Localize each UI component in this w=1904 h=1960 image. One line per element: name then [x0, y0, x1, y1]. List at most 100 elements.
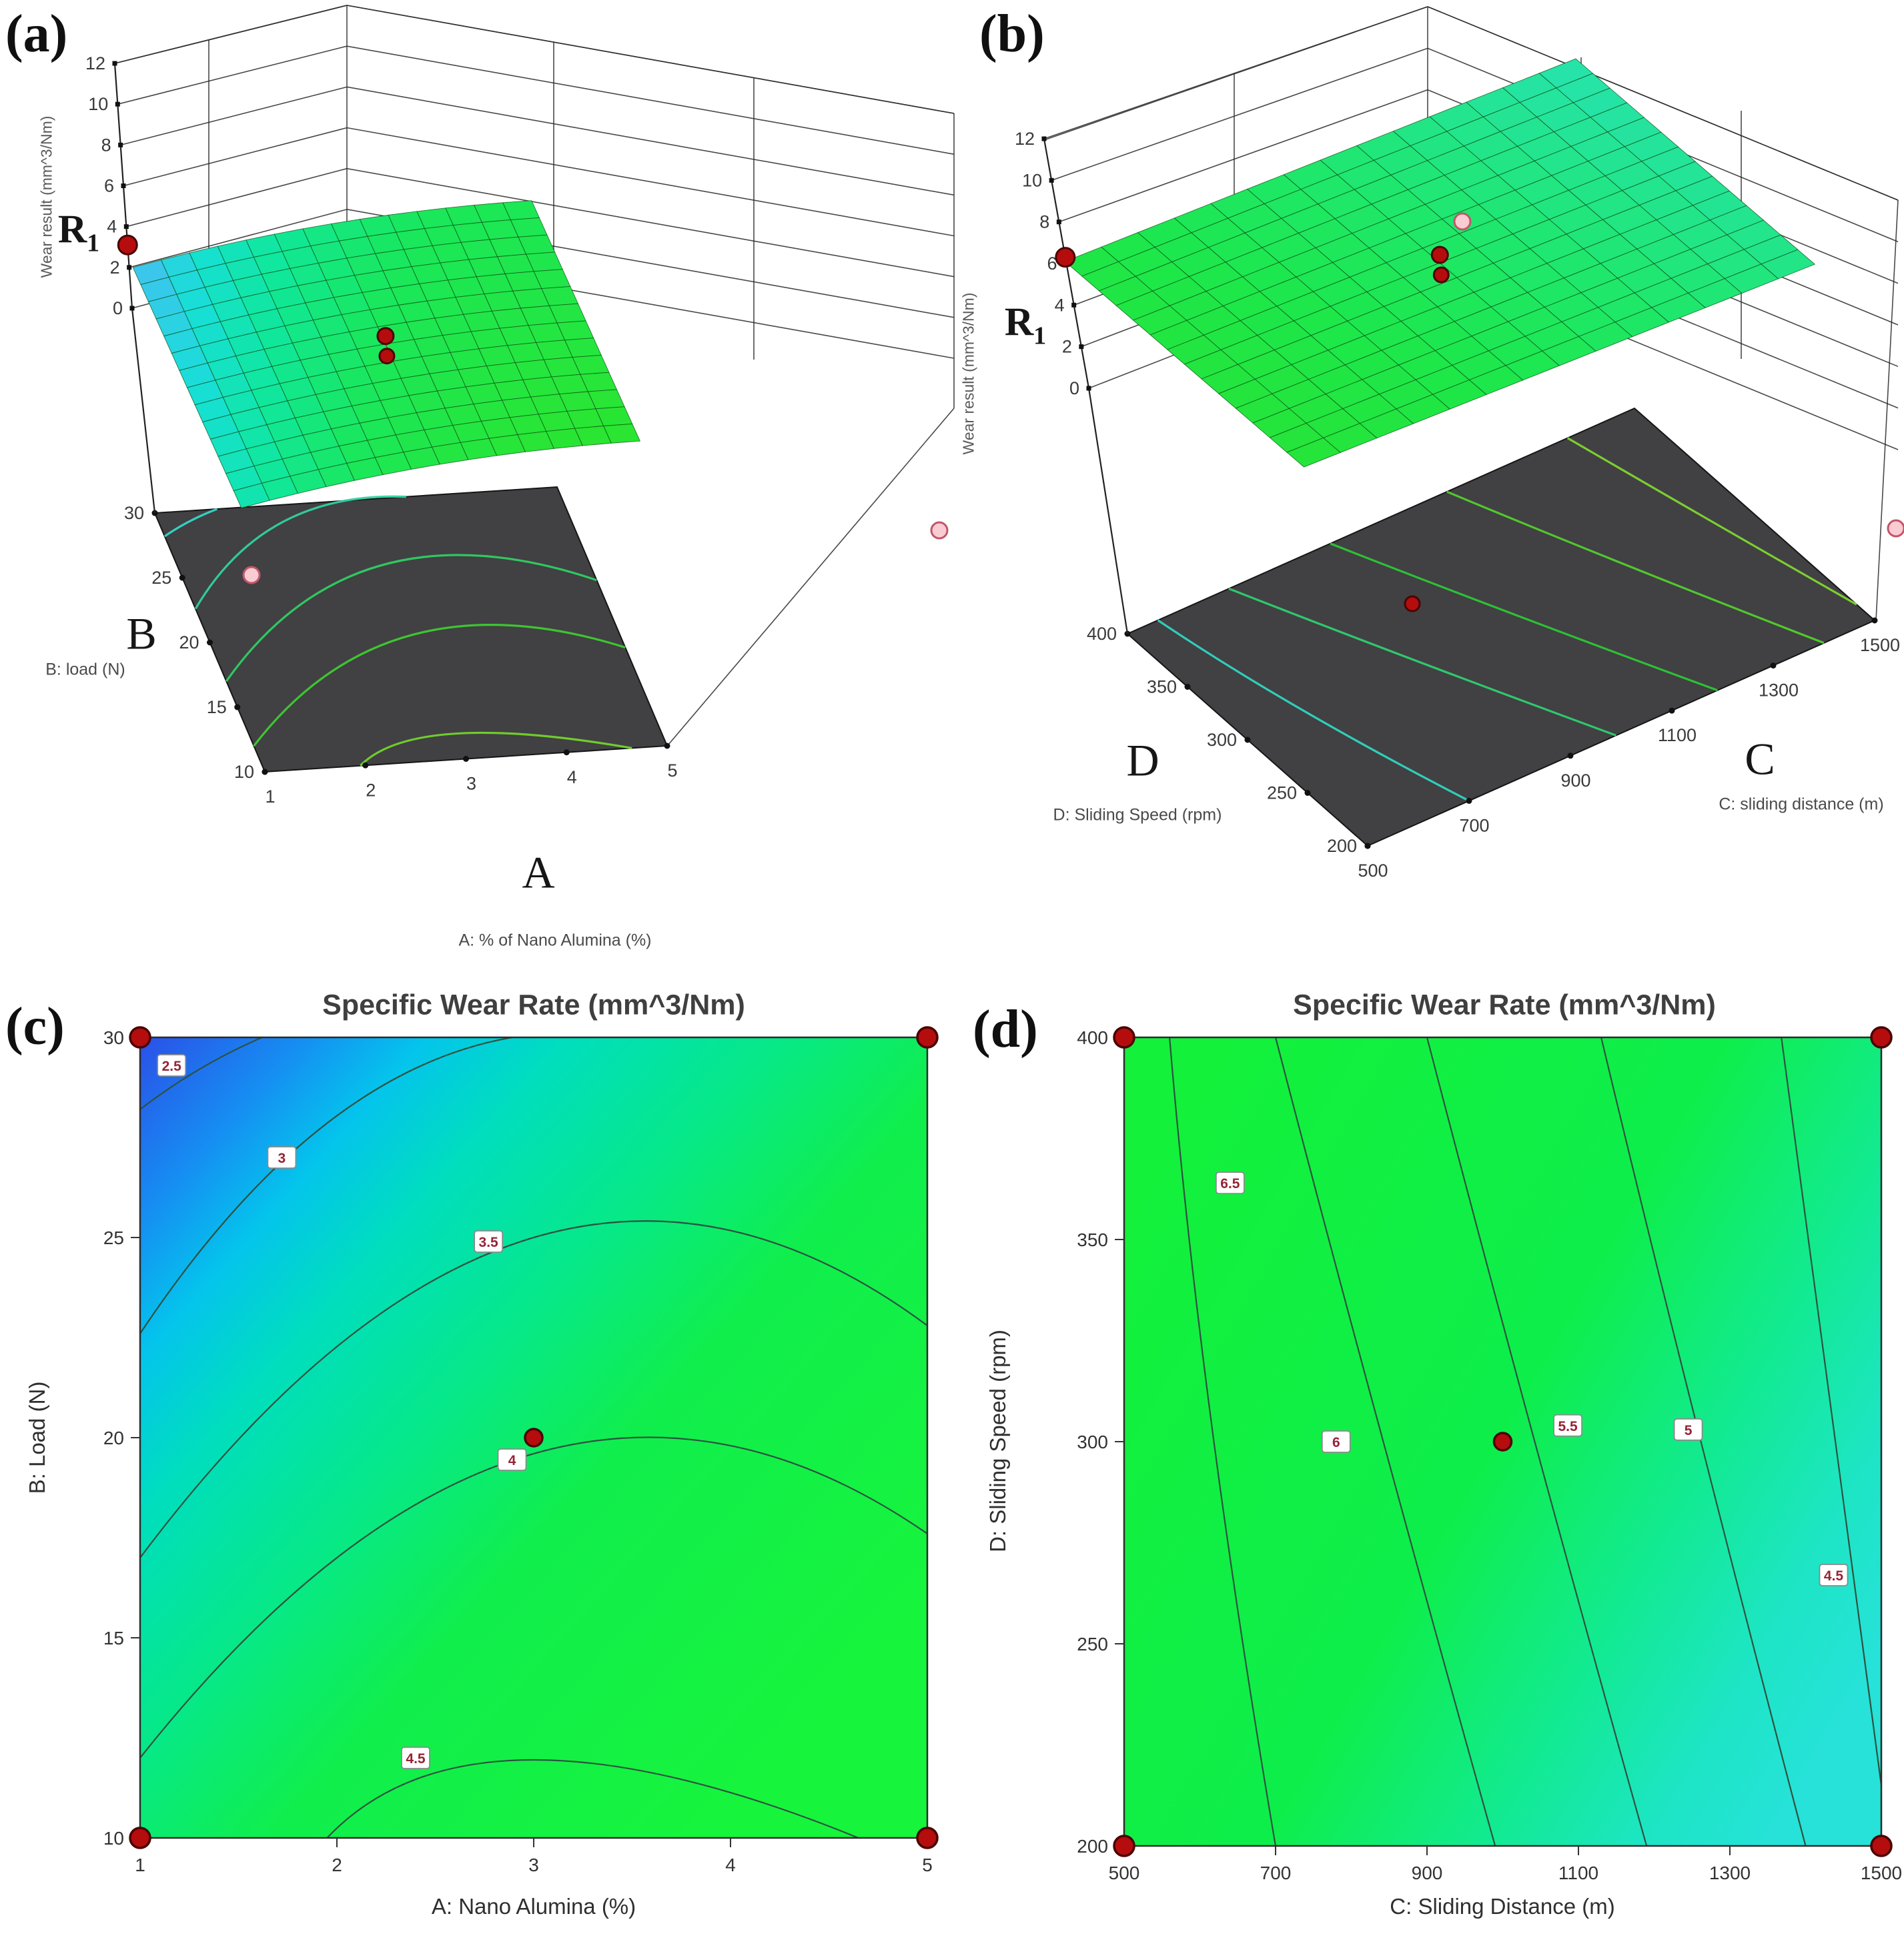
tick-label: 10 [234, 762, 254, 782]
tick-label: 200 [1077, 1836, 1108, 1857]
tick-mark [129, 306, 135, 311]
tick-label: 1 [265, 787, 275, 807]
tick-label: 900 [1412, 1863, 1443, 1883]
design-point [1404, 595, 1421, 612]
contour-line [140, 1037, 263, 1110]
contour-label-box [267, 1146, 297, 1169]
contour-label-box [1553, 1414, 1583, 1437]
panel-a-axis-letter-B: B [126, 608, 157, 659]
design-point-above-surface [242, 566, 261, 584]
contour-line [1426, 1037, 1648, 1846]
floor-contour-line [1157, 619, 1470, 802]
panel-a-floor [153, 486, 668, 773]
tick-mark [1244, 737, 1251, 743]
tick-label: 300 [1077, 1432, 1108, 1452]
tick-mark [234, 704, 241, 710]
panel-b-z-axis-title: Wear result (mm^3/Nm) [959, 292, 977, 455]
floor-contour-line [163, 508, 218, 538]
tick-label: 20 [103, 1428, 124, 1448]
contour-label-box [474, 1230, 504, 1253]
tick-label: 900 [1560, 771, 1590, 791]
floor-contour-line [1566, 437, 1857, 606]
tick-label: 250 [1077, 1634, 1108, 1654]
tick-label: 12 [85, 53, 105, 73]
tick-mark [463, 756, 469, 762]
tick-label: 8 [1039, 212, 1049, 232]
tick-mark [1184, 684, 1191, 690]
tick-label: 8 [101, 135, 111, 155]
design-point [129, 1026, 151, 1049]
contour-label: 6 [1332, 1435, 1340, 1450]
floor-contour-line [194, 495, 406, 610]
panel-b-z-axis: 12 10 8 6 4 2 0 [1015, 129, 1129, 634]
panel-a-z-axis: 12 10 8 6 4 2 0 [85, 53, 156, 514]
tick-label: 500 [1358, 861, 1388, 881]
panel-b-axis-letter-D: D [1126, 734, 1159, 786]
design-point [1113, 1026, 1135, 1049]
tick-label: 4 [567, 767, 577, 787]
panel-d-axes: 500 700 900 1100 1300 1500 200 250 300 350 400 [1077, 1027, 1902, 1883]
design-point-above-surface [930, 521, 949, 540]
tick-mark [115, 101, 120, 107]
design-point-above-surface [1453, 212, 1472, 231]
tick-mark [1871, 617, 1878, 624]
tick-mark [1770, 662, 1777, 669]
contour-label: 6.5 [1220, 1176, 1240, 1191]
floor-contour-line [1446, 490, 1825, 644]
design-point [1432, 266, 1450, 284]
panel-d-design-points [1113, 1026, 1893, 1857]
tick-label: 30 [103, 1027, 124, 1048]
tick-mark [1071, 302, 1077, 308]
panel-c-contour-lines [140, 1037, 927, 1838]
contour-label-box [1216, 1171, 1245, 1195]
contour-label: 4.5 [1824, 1568, 1844, 1584]
contour-label-box [1673, 1418, 1703, 1441]
tick-label: 350 [1077, 1230, 1108, 1250]
tick-label: 10 [103, 1828, 124, 1849]
tick-label: 4 [107, 217, 117, 237]
tick-label: 300 [1207, 730, 1237, 750]
panel-d-tag: (d) [973, 1000, 1038, 1059]
tick-mark [1304, 790, 1311, 796]
contour-label: 3 [278, 1151, 286, 1166]
design-point [129, 1827, 151, 1849]
panel-d-y-axis-title: D: Sliding Speed (rpm) [985, 1330, 1010, 1552]
contour-label: 5.5 [1558, 1419, 1578, 1434]
design-point [916, 1026, 939, 1049]
panel-c-design-points [129, 1026, 939, 1849]
tick-label: 15 [207, 697, 227, 717]
design-point [1430, 246, 1449, 264]
floor-contour-line [225, 554, 597, 682]
panel-a-surface-mesh [132, 200, 641, 508]
tick-label: 12 [1015, 129, 1035, 149]
contour-label: 4 [508, 1453, 516, 1468]
tick-label: 700 [1260, 1863, 1292, 1883]
design-point [524, 1428, 544, 1448]
contour-label-box [497, 1448, 527, 1471]
tick-label: 1300 [1759, 680, 1799, 700]
floor-contour-line [253, 624, 626, 747]
tick-mark [121, 183, 126, 189]
contour-line [1781, 1037, 1881, 1786]
panel-b-axis-letter-C: C [1745, 733, 1775, 785]
tick-label: 2 [110, 258, 120, 278]
panel-d-title: Specific Wear Rate (mm^3/Nm) [1293, 989, 1716, 1021]
panel-a-design-points [117, 234, 949, 584]
panel-a-response-annotation: R1 [57, 207, 100, 258]
contour-line [140, 1436, 927, 1759]
panel-c-x-axis-title: A: Nano Alumina (%) [431, 1894, 636, 1919]
contour-line [1274, 1037, 1496, 1846]
tick-label: 500 [1109, 1863, 1140, 1883]
tick-label: 10 [1022, 170, 1042, 190]
tick-mark [1567, 753, 1574, 759]
contour-label-box [1819, 1564, 1849, 1586]
tick-label: 350 [1147, 677, 1177, 697]
floor-contour-line [1228, 587, 1616, 737]
design-point [1113, 1835, 1135, 1857]
panel-b-design-points [1055, 212, 1904, 612]
panel-c-title: Specific Wear Rate (mm^3/Nm) [322, 989, 745, 1021]
tick-label: 4 [1055, 295, 1065, 315]
panel-b-floor-contours [1157, 437, 1857, 802]
